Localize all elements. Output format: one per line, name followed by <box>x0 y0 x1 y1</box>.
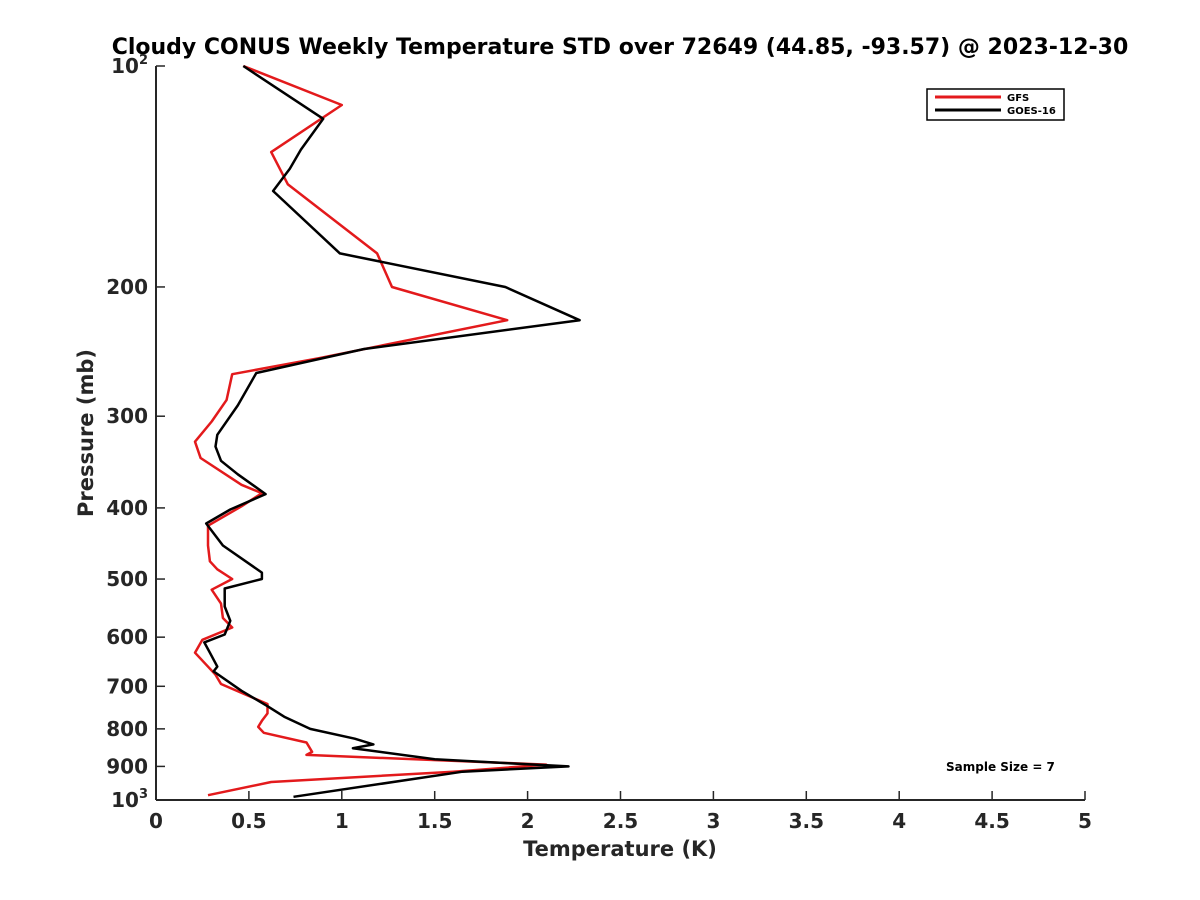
series-line-goes16 <box>203 64 581 799</box>
y-tick-label: 600 <box>106 625 148 649</box>
y-axis-label: Pressure (mb) <box>74 349 98 517</box>
x-tick-label: 0 <box>149 809 163 833</box>
legend-label-goes16: GOES-16 <box>1007 106 1056 117</box>
y-tick-label: 200 <box>106 275 148 299</box>
legend: GFS GOES-16 <box>926 88 1065 121</box>
series-lines <box>193 64 581 799</box>
legend-box <box>926 88 1065 121</box>
x-tick-label: 4 <box>892 809 906 833</box>
y-tick-label: 102 <box>111 53 148 78</box>
y-tick-exponent: 3 <box>139 787 148 802</box>
x-tick-label: 0.5 <box>231 809 266 833</box>
y-tick-label: 900 <box>106 754 148 778</box>
y-tick-label: 300 <box>106 404 148 428</box>
x-tick-label: 5 <box>1078 809 1092 833</box>
y-tick-exponent: 2 <box>139 53 148 68</box>
y-tick-label: 500 <box>106 567 148 591</box>
x-tick-label: 3.5 <box>789 809 824 833</box>
sample-size-annotation: Sample Size = 7 <box>946 760 1055 774</box>
x-tick-label: 4.5 <box>974 809 1009 833</box>
y-tick-label: 700 <box>106 674 148 698</box>
x-axis-label: Temperature (K) <box>523 837 717 861</box>
x-axis-ticks: 0 0.5 1 1.5 2 2.5 3 3.5 4 4.5 5 <box>149 791 1092 833</box>
x-tick-label: 1 <box>335 809 349 833</box>
x-tick-label: 3 <box>706 809 720 833</box>
x-tick-label: 2 <box>521 809 535 833</box>
y-tick-base: 10 <box>111 788 139 812</box>
x-tick-label: 1.5 <box>417 809 452 833</box>
series-line-gfs <box>193 64 548 797</box>
y-tick-base: 10 <box>111 54 139 78</box>
legend-label-gfs: GFS <box>1007 93 1029 104</box>
chart-title: Cloudy CONUS Weekly Temperature STD over… <box>112 35 1129 60</box>
y-tick-label: 103 <box>111 787 148 812</box>
y-tick-label: 400 <box>106 496 148 520</box>
x-tick-label: 2.5 <box>603 809 638 833</box>
y-tick-label: 800 <box>106 717 148 741</box>
